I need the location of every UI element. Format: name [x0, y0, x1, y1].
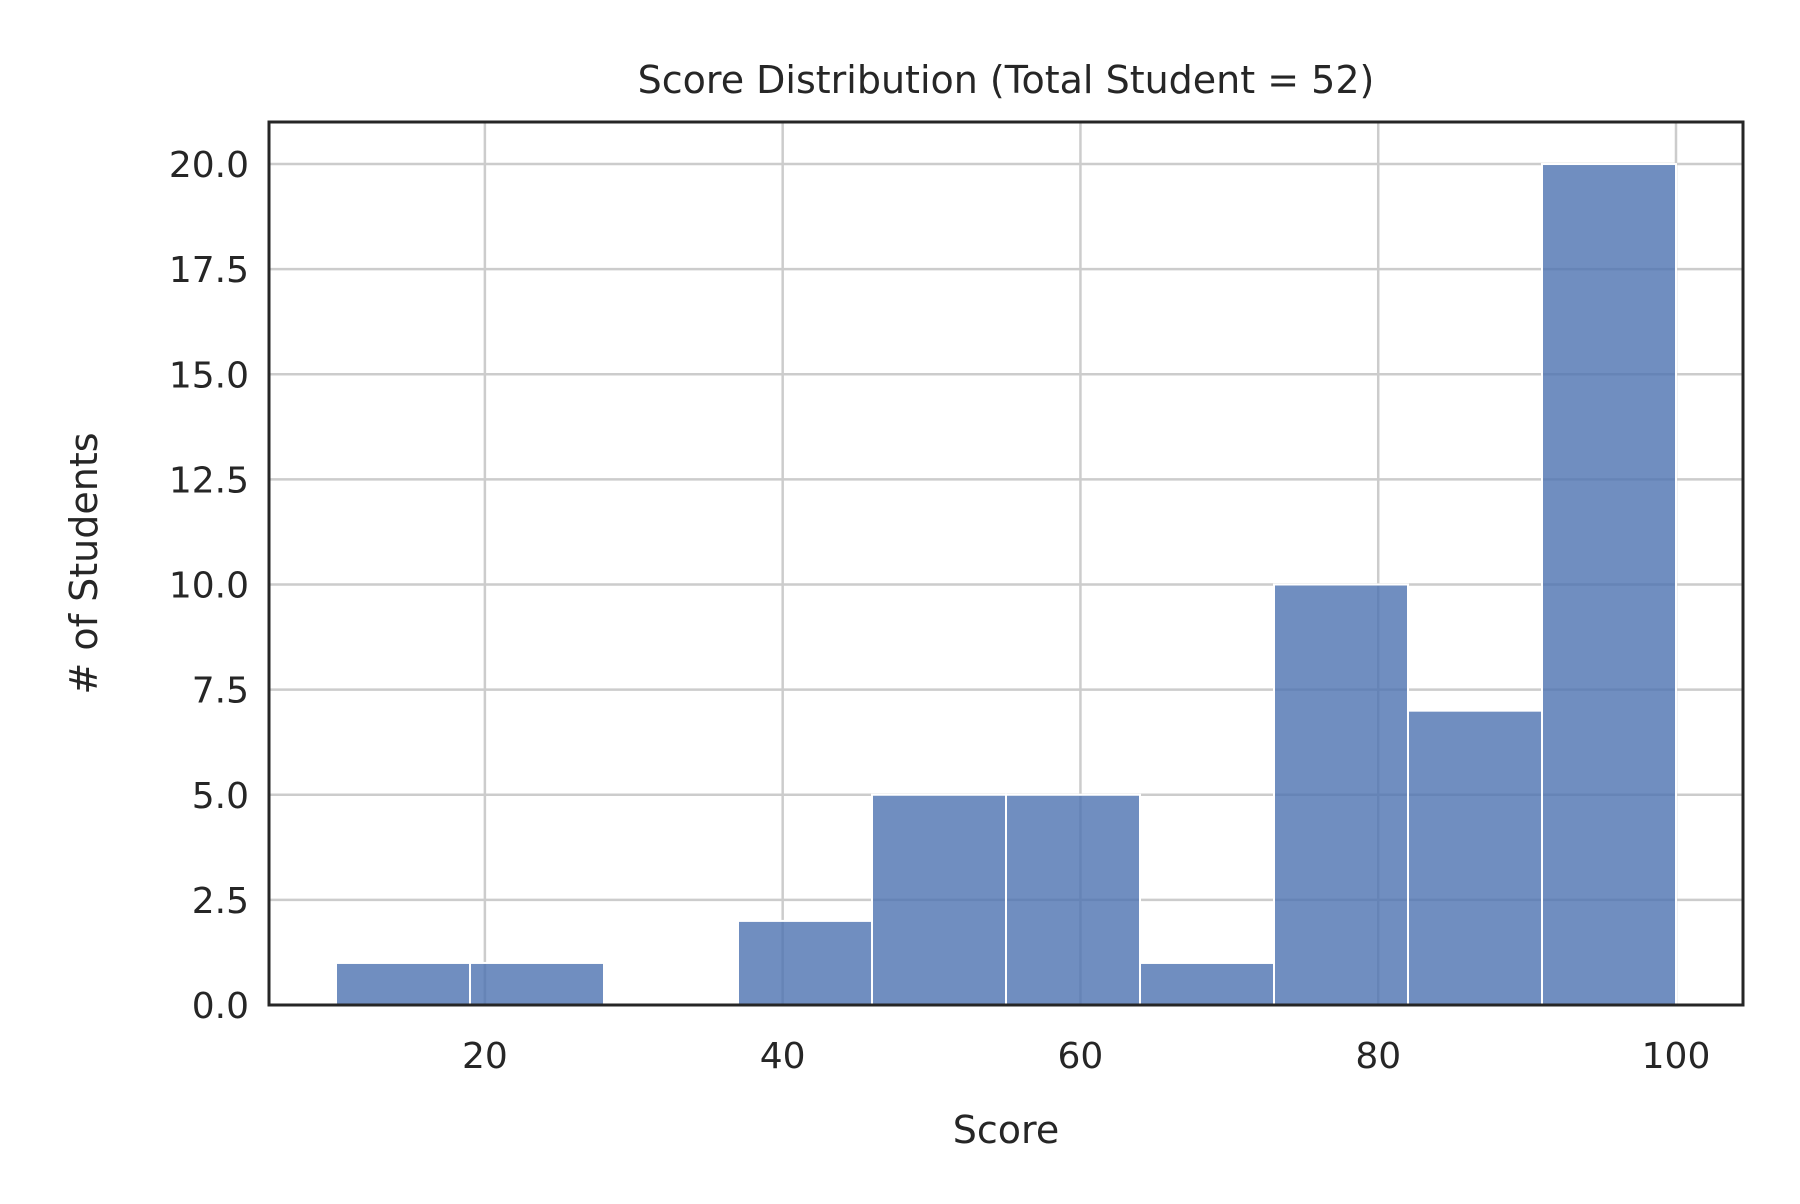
histogram-bar	[1139, 961, 1275, 1007]
histogram-bar	[1005, 793, 1141, 1006]
y-tick-label: 15.0	[169, 355, 249, 396]
y-tick-label: 17.5	[169, 250, 249, 291]
y-axis-label: # of Students	[62, 432, 106, 694]
histogram-bar	[1407, 709, 1543, 1007]
histogram-bar	[1273, 583, 1409, 1006]
y-tick-label: 20.0	[169, 145, 249, 186]
y-tick-label: 5.0	[192, 776, 249, 817]
x-tick-label: 20	[462, 1036, 508, 1077]
histogram-bar	[1541, 163, 1677, 1007]
y-tick-label: 10.0	[169, 566, 249, 607]
x-axis-label: Score	[953, 1108, 1059, 1152]
y-tick-label: 7.5	[192, 671, 249, 712]
chart-title: Score Distribution (Total Student = 52)	[638, 58, 1375, 102]
y-ticks: 0.0 2.5 5.0 7.5 10.0 12.5 15.0 17.5 20.0	[169, 145, 249, 1027]
x-tick-label: 100	[1642, 1036, 1711, 1077]
histogram-bar	[335, 961, 471, 1007]
x-tick-label: 80	[1355, 1036, 1401, 1077]
y-tick-label: 2.5	[192, 881, 249, 922]
y-tick-label: 0.0	[192, 986, 249, 1027]
bars-layer	[335, 163, 1677, 1007]
y-tick-label: 12.5	[169, 460, 249, 501]
histogram-bar	[871, 793, 1007, 1006]
histogram-bar	[737, 919, 873, 1007]
x-ticks: 20 40 60 80 100	[462, 1036, 1710, 1077]
x-tick-label: 60	[1058, 1036, 1104, 1077]
x-tick-label: 40	[760, 1036, 806, 1077]
histogram-bar	[469, 961, 605, 1007]
plot-frame	[267, 120, 1745, 1007]
